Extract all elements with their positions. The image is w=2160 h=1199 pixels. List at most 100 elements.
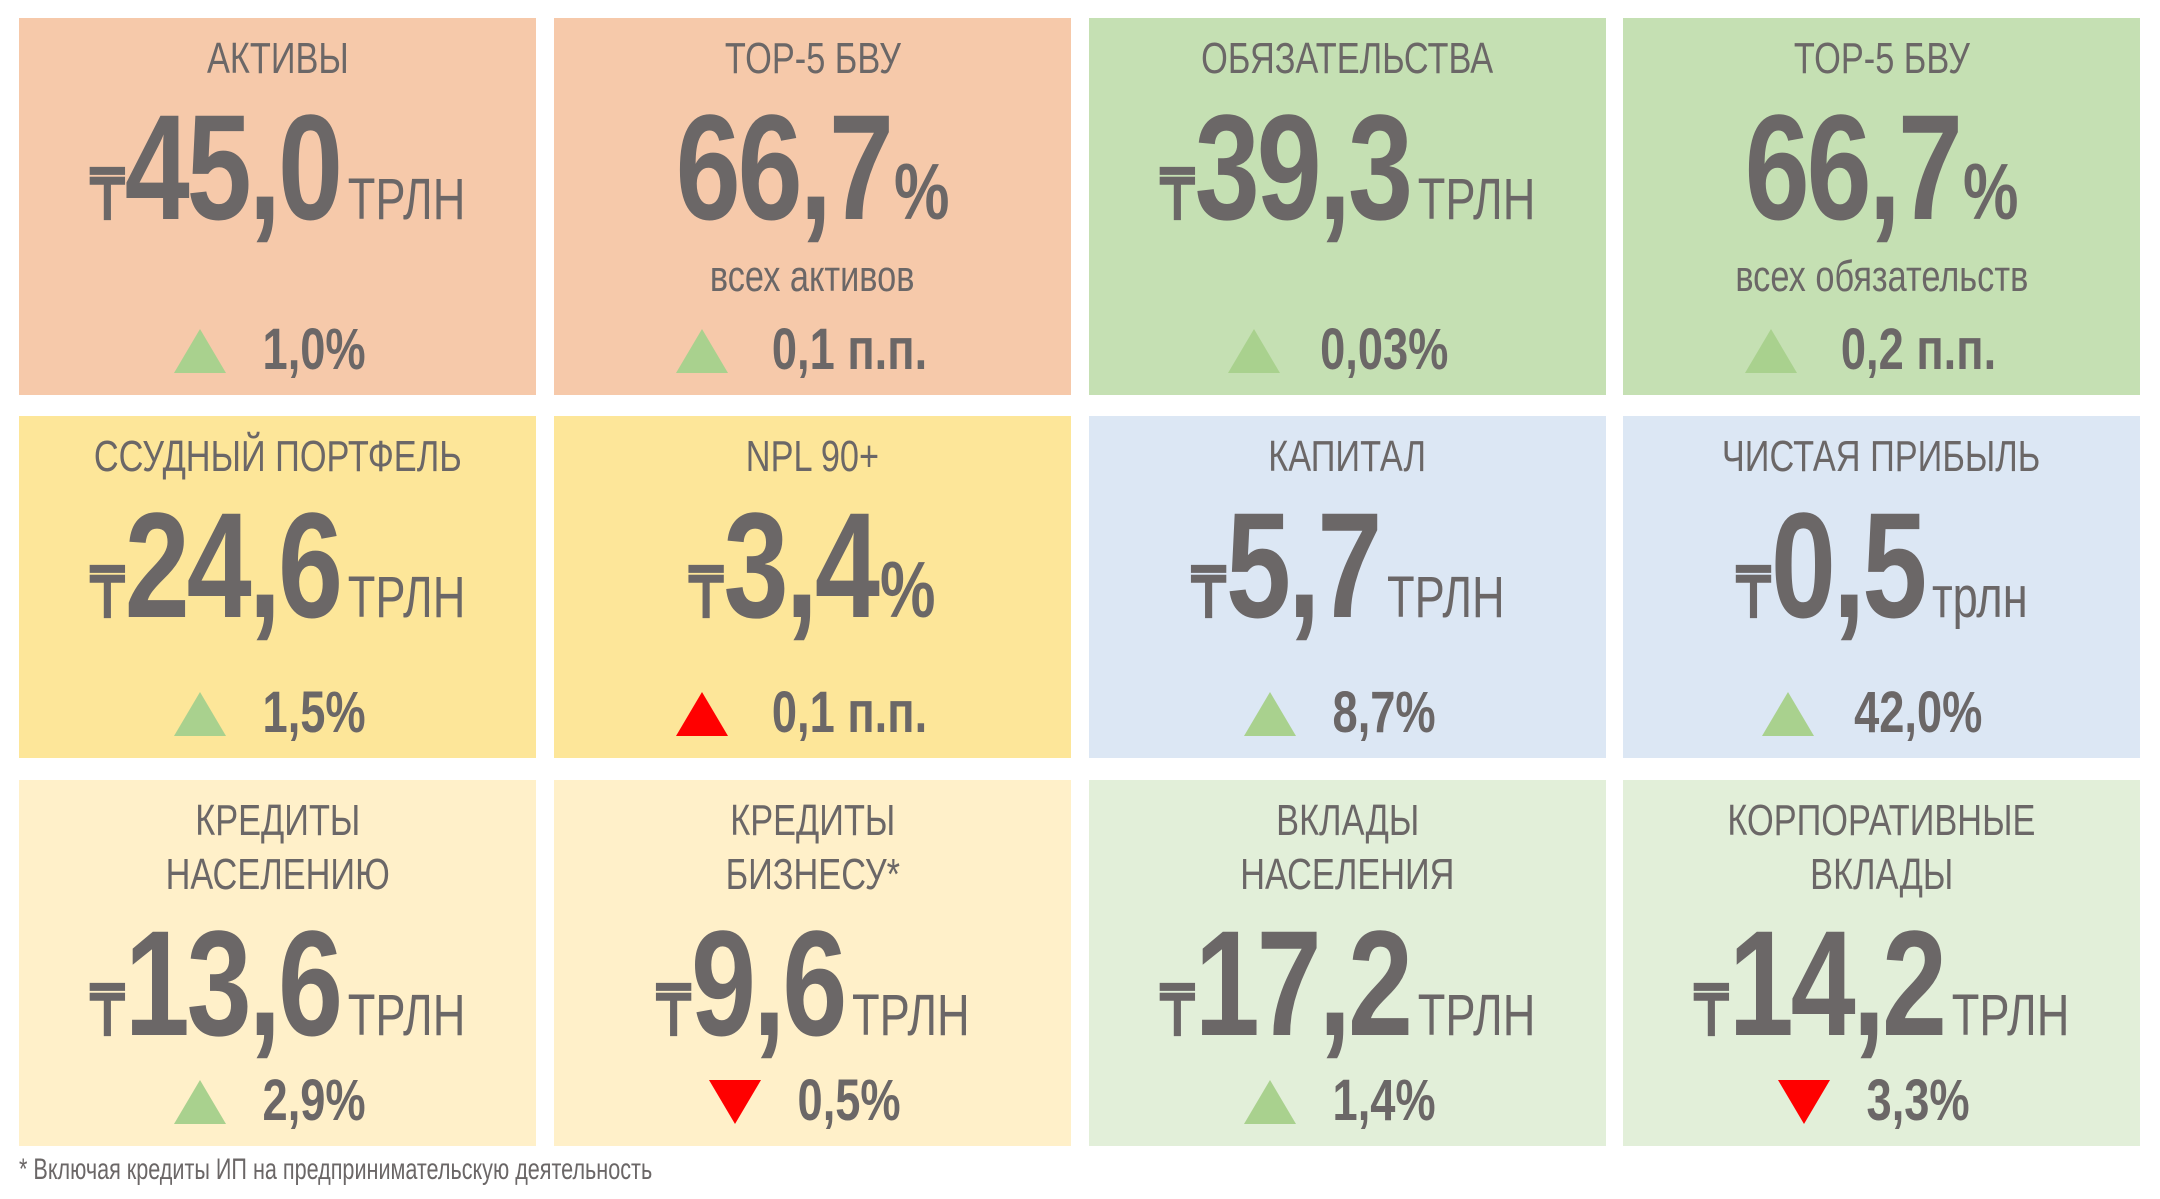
- card-change: 3,3%: [1623, 1066, 2140, 1136]
- tenge-icon: ₸: [89, 972, 125, 1050]
- card-title: КРЕДИТЫ НАСЕЛЕНИЮ: [19, 794, 536, 902]
- change-value: 1,4%: [1332, 1068, 1437, 1133]
- triangle-up-icon: [1762, 692, 1815, 736]
- indicator-card: АКТИВЫ ₸45,0 ТРЛН 1,0%: [19, 18, 536, 395]
- change-value: 3,3%: [1866, 1068, 1971, 1133]
- tenge-icon: ₸: [1159, 156, 1195, 234]
- card-change: 8,7%: [1089, 678, 1606, 748]
- card-title: NPL 90+: [554, 430, 1071, 484]
- title-line: ВКЛАДЫ: [1275, 796, 1420, 845]
- triangle-up-icon: [174, 329, 227, 373]
- value-unit: %: [893, 147, 950, 236]
- indicator-card: КАПИТАЛ ₸5,7 ТРЛН 8,7%: [1089, 416, 1606, 758]
- title-line: ССУДНЫЙ ПОРТФЕЛЬ: [93, 432, 462, 481]
- change-value: 2,9%: [262, 1068, 367, 1133]
- change-value: 42,0%: [1854, 680, 1983, 745]
- value-number: 45,0: [124, 83, 343, 251]
- title-line: НАСЕЛЕНИЯ: [1240, 850, 1455, 899]
- title-line: TOP-5 БВУ: [724, 34, 901, 83]
- card-change: 1,0%: [19, 315, 536, 385]
- card-title: КОРПОРАТИВНЫЕ ВКЛАДЫ: [1623, 794, 2140, 902]
- subtitle-text: всех активов: [710, 252, 915, 301]
- footnote: * Включая кредиты ИП на предпринимательс…: [19, 1153, 653, 1186]
- indicator-card: TOP-5 БВУ 66,7% всех обязательств 0,2 п.п.: [1623, 18, 2140, 395]
- change-value: 0,1 п.п.: [771, 680, 928, 745]
- indicator-card: ВКЛАДЫ НАСЕЛЕНИЯ ₸17,2 ТРЛН 1,4%: [1089, 780, 1606, 1146]
- card-change: 0,03%: [1089, 315, 1606, 385]
- triangle-down-icon: [709, 1080, 762, 1124]
- value-number: 24,6: [124, 481, 343, 649]
- triangle-down-icon: [1778, 1080, 1831, 1124]
- card-title: ВКЛАДЫ НАСЕЛЕНИЯ: [1089, 794, 1606, 902]
- value-number: 3,4: [723, 481, 880, 649]
- card-subtitle: всех активов: [554, 252, 1071, 302]
- indicator-card: ССУДНЫЙ ПОРТФЕЛЬ ₸24,6 ТРЛН 1,5%: [19, 416, 536, 758]
- indicator-card: КРЕДИТЫ НАСЕЛЕНИЮ ₸13,6 ТРЛН 2,9%: [19, 780, 536, 1146]
- tenge-icon: ₸: [1190, 554, 1226, 632]
- value-unit: ТРЛН: [347, 565, 466, 630]
- change-value: 0,5%: [797, 1068, 902, 1133]
- triangle-up-icon: [1244, 1080, 1297, 1124]
- tenge-icon: ₸: [89, 156, 125, 234]
- card-value: ₸39,3 ТРЛН: [1089, 92, 1606, 242]
- title-line: КРЕДИТЫ: [729, 796, 896, 845]
- change-value: 1,5%: [262, 680, 367, 745]
- title-line: НАСЕЛЕНИЮ: [165, 850, 390, 899]
- indicator-card: КОРПОРАТИВНЫЕ ВКЛАДЫ ₸14,2 ТРЛН 3,3%: [1623, 780, 2140, 1146]
- value-number: 5,7: [1225, 481, 1382, 649]
- title-line: КАПИТАЛ: [1268, 432, 1427, 481]
- card-title: ССУДНЫЙ ПОРТФЕЛЬ: [19, 430, 536, 484]
- card-change: 1,5%: [19, 678, 536, 748]
- value-unit: ТРЛН: [1951, 983, 2070, 1048]
- card-subtitle: всех обязательств: [1623, 252, 2140, 302]
- card-value: 66,7%: [554, 92, 1071, 242]
- card-change: 0,2 п.п.: [1623, 315, 2140, 385]
- tenge-icon: ₸: [89, 554, 125, 632]
- title-line: БИЗНЕСУ*: [725, 850, 900, 899]
- card-title: TOP-5 БВУ: [554, 32, 1071, 86]
- triangle-up-icon: [1228, 329, 1281, 373]
- indicator-card: ОБЯЗАТЕЛЬСТВА ₸39,3 ТРЛН 0,03%: [1089, 18, 1606, 395]
- card-value: ₸14,2 ТРЛН: [1623, 908, 2140, 1058]
- tenge-icon: ₸: [655, 972, 691, 1050]
- triangle-up-icon: [1244, 692, 1297, 736]
- triangle-up-icon: [675, 329, 728, 373]
- value-unit: ТРЛН: [347, 167, 466, 232]
- title-line: ВКЛАДЫ: [1809, 850, 1954, 899]
- card-title: TOP-5 БВУ: [1623, 32, 2140, 86]
- card-title: ЧИСТАЯ ПРИБЫЛЬ: [1623, 430, 2140, 484]
- indicator-card: КРЕДИТЫ БИЗНЕСУ* ₸9,6 ТРЛН 0,5%: [554, 780, 1071, 1146]
- tenge-icon: ₸: [1693, 972, 1729, 1050]
- triangle-up-icon: [1744, 329, 1797, 373]
- indicator-card: ЧИСТАЯ ПРИБЫЛЬ ₸0,5 трлн 42,0%: [1623, 416, 2140, 758]
- change-value: 8,7%: [1332, 680, 1437, 745]
- change-value: 1,0%: [262, 317, 367, 382]
- card-value: ₸9,6 ТРЛН: [554, 908, 1071, 1058]
- indicator-card: NPL 90+ ₸3,4% 0,1 п.п.: [554, 416, 1071, 758]
- change-value: 0,2 п.п.: [1840, 317, 1997, 382]
- card-value: ₸3,4%: [554, 490, 1071, 640]
- card-title: КАПИТАЛ: [1089, 430, 1606, 484]
- value-number: 9,6: [690, 899, 847, 1067]
- card-value: ₸24,6 ТРЛН: [19, 490, 536, 640]
- value-number: 66,7: [1744, 83, 1963, 251]
- value-unit: %: [1962, 147, 2019, 236]
- card-change: 1,4%: [1089, 1066, 1606, 1136]
- title-line: КОРПОРАТИВНЫЕ: [1727, 796, 2036, 845]
- indicator-card: TOP-5 БВУ 66,7% всех активов 0,1 п.п.: [554, 18, 1071, 395]
- tenge-icon: ₸: [689, 554, 724, 632]
- value-number: 14,2: [1728, 899, 1947, 1067]
- subtitle-text: всех обязательств: [1735, 252, 2028, 301]
- title-line: TOP-5 БВУ: [1793, 34, 1970, 83]
- card-title: КРЕДИТЫ БИЗНЕСУ*: [554, 794, 1071, 902]
- change-value: 0,03%: [1320, 317, 1449, 382]
- title-line: КРЕДИТЫ: [194, 796, 361, 845]
- card-value: 66,7%: [1623, 92, 2140, 242]
- triangle-up-icon: [675, 692, 728, 736]
- triangle-up-icon: [174, 1080, 227, 1124]
- value-unit: %: [880, 545, 936, 634]
- card-change: 0,1 п.п.: [554, 678, 1071, 748]
- value-unit: ТРЛН: [347, 983, 466, 1048]
- triangle-up-icon: [174, 692, 227, 736]
- card-value: ₸13,6 ТРЛН: [19, 908, 536, 1058]
